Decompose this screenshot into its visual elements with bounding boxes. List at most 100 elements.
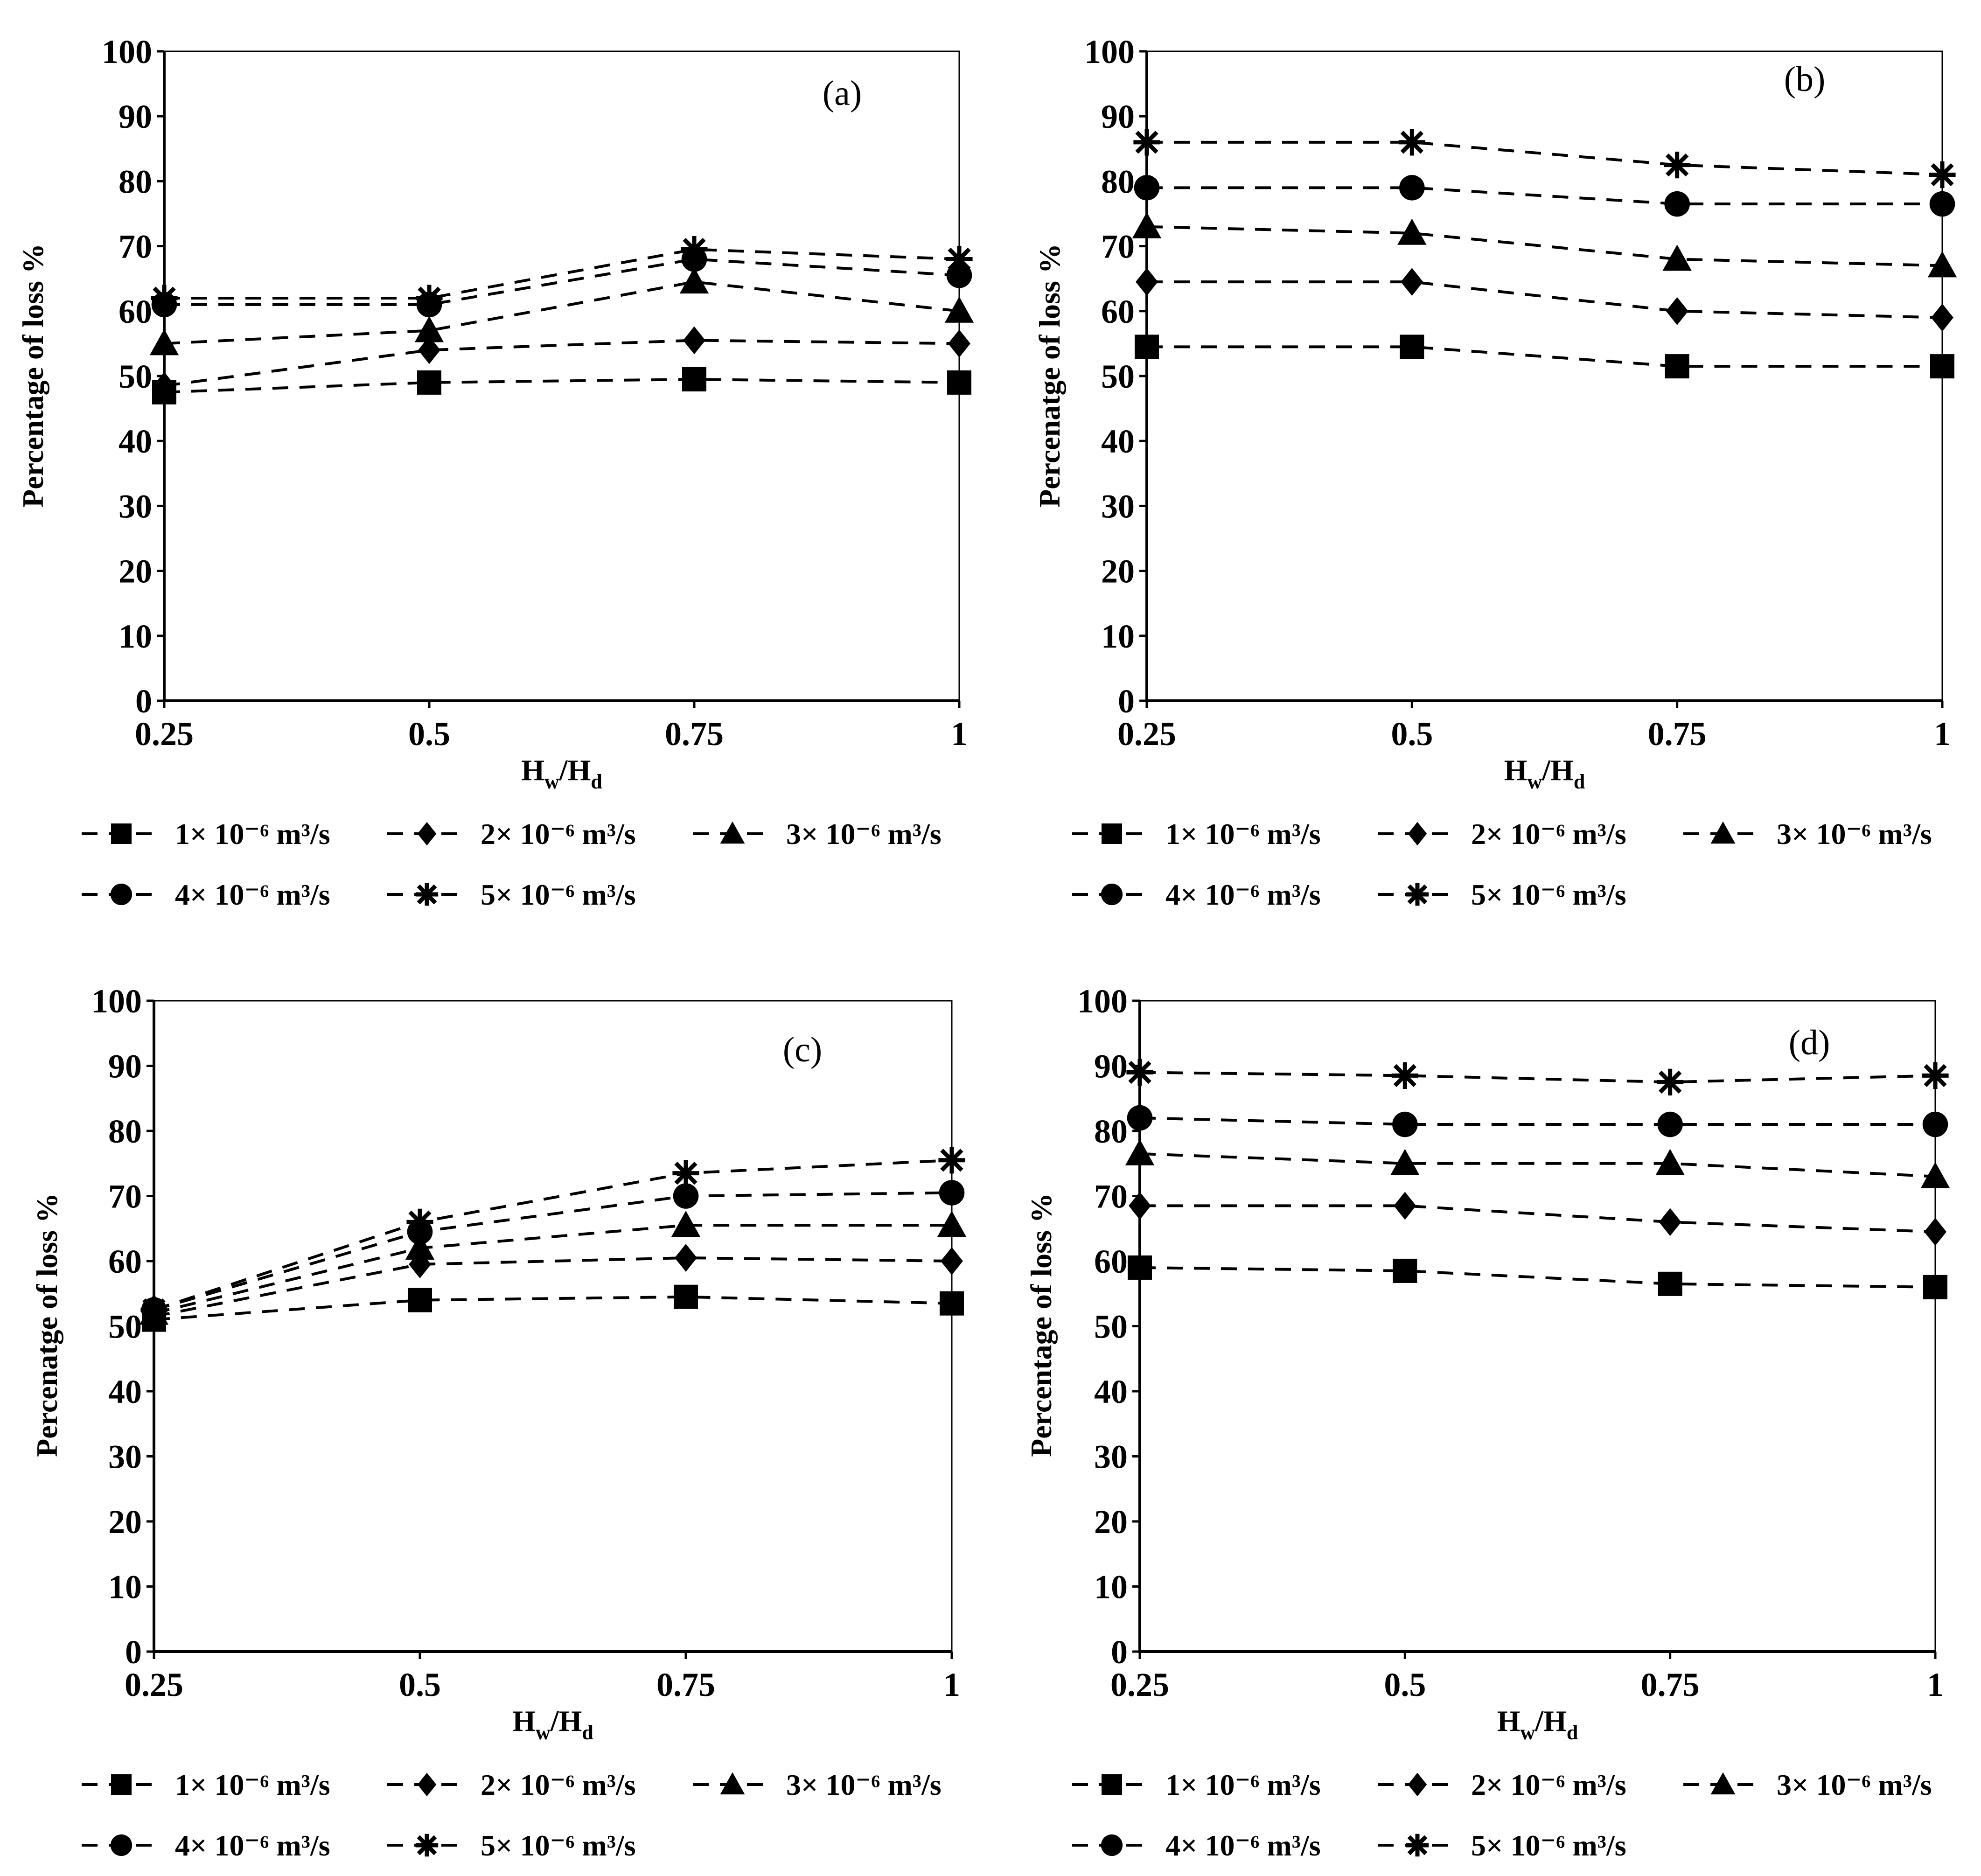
legend-marker-asterisk <box>1406 883 1429 906</box>
y-tick-label: 70 <box>1101 228 1135 265</box>
y-tick-label: 10 <box>108 1569 142 1606</box>
data-point-circle <box>946 262 972 288</box>
y-axis-title: Percentage of loss % <box>1025 1193 1058 1457</box>
data-point-square <box>1400 335 1424 359</box>
data-point-asterisk <box>1126 1059 1153 1086</box>
legend-marker-diamond <box>417 1772 437 1797</box>
y-tick-label: 20 <box>119 553 152 590</box>
y-tick-label: 90 <box>119 98 152 135</box>
legend-label: 2× 10⁻⁶ m³/s <box>481 817 636 851</box>
legend-label: 1× 10⁻⁶ m³/s <box>1165 817 1321 851</box>
data-point-diamond <box>1401 268 1423 296</box>
y-tick-label: 80 <box>119 163 152 200</box>
data-point-asterisk <box>1657 1068 1684 1095</box>
legend-marker-triangle <box>720 1772 745 1795</box>
legend-item-5: 5× 10⁻⁶ m³/s <box>1378 1829 1626 1862</box>
legend-item-5: 5× 10⁻⁶ m³/s <box>1378 878 1626 911</box>
data-point-circle <box>1929 191 1955 217</box>
y-tick-label: 30 <box>1094 1438 1128 1476</box>
y-tick-label: 0 <box>1111 1633 1128 1671</box>
legend-item-4: 4× 10⁻⁶ m³/s <box>1072 1829 1321 1862</box>
chart-panel-d: 0 10 20 30 40 50 60 70 80 90 100 0.25 0.5 0.75 1 Hw/Hd P… <box>1025 983 1950 1862</box>
data-point-square <box>947 370 971 395</box>
data-point-asterisk <box>681 236 708 263</box>
legend-label: 5× 10⁻⁶ m³/s <box>481 1829 636 1862</box>
data-point-square <box>1128 1255 1152 1280</box>
data-point-diamond <box>1931 303 1953 332</box>
series-line-3 <box>153 1224 952 1315</box>
legend-item-5: 5× 10⁻⁶ m³/s <box>387 1829 636 1862</box>
data-point-triangle <box>944 296 974 323</box>
data-point-triangle <box>1920 1162 1950 1188</box>
data-point-asterisk <box>672 1160 699 1187</box>
y-tick-label: 0 <box>125 1633 142 1671</box>
data-point-triangle <box>1655 1149 1685 1175</box>
legend-label: 4× 10⁻⁶ m³/s <box>1165 1829 1321 1862</box>
y-tick-label: 10 <box>1094 1569 1128 1606</box>
panel-label: (a) <box>823 74 862 113</box>
legend-item-4: 4× 10⁻⁶ m³/s <box>82 878 330 911</box>
chart-panel-b: 0 10 20 30 40 50 60 70 80 90 100 0.25 0.5 0.75 1 Hw/Hd P… <box>1033 33 1957 911</box>
legend-marker-circle <box>1101 883 1123 906</box>
legend-label: 1× 10⁻⁶ m³/s <box>175 817 330 851</box>
data-point-triangle <box>1662 244 1692 271</box>
x-tick-label: 0.25 <box>135 715 194 753</box>
data-point-square <box>1393 1258 1417 1283</box>
y-tick-label: 70 <box>108 1178 142 1215</box>
y-tick-label: 80 <box>108 1113 142 1150</box>
legend-label: 3× 10⁻⁶ m³/s <box>786 817 942 851</box>
legend-marker-diamond <box>417 822 437 846</box>
panel-label: (c) <box>783 1030 822 1069</box>
y-tick-label: 10 <box>119 618 152 655</box>
legend-marker-triangle <box>1710 821 1736 844</box>
y-tick-label: 60 <box>1101 293 1135 330</box>
data-point-triangle <box>149 329 179 356</box>
legend-marker-circle <box>1101 1834 1123 1856</box>
y-tick-label: 70 <box>119 228 152 265</box>
data-point-asterisk <box>946 245 973 273</box>
y-tick-label: 30 <box>108 1438 142 1476</box>
y-tick-label: 60 <box>119 293 152 330</box>
legend-label: 5× 10⁻⁶ m³/s <box>1471 878 1626 911</box>
legend-item-4: 4× 10⁻⁶ m³/s <box>82 1829 330 1862</box>
legend-item-1: 1× 10⁻⁶ m³/s <box>1072 817 1321 851</box>
legend-item-3: 3× 10⁻⁶ m³/s <box>693 817 942 851</box>
legend-item-1: 1× 10⁻⁶ m³/s <box>82 817 330 851</box>
legend-label: 5× 10⁻⁶ m³/s <box>481 878 636 911</box>
y-tick-label: 10 <box>1101 618 1135 655</box>
y-axis-title: Percenatge of loss % <box>1033 244 1066 508</box>
series-line-3 <box>164 280 960 345</box>
data-point-triangle <box>1390 1149 1420 1175</box>
data-point-square <box>1658 1271 1682 1296</box>
legend-marker-diamond <box>1408 1772 1427 1797</box>
legend-marker-asterisk <box>1406 1834 1429 1857</box>
series-line-4 <box>1147 186 1942 206</box>
data-point-circle <box>1657 1111 1683 1137</box>
data-point-diamond <box>941 1247 963 1275</box>
legend-marker-square <box>111 823 132 844</box>
legend-marker-circle <box>110 1834 133 1856</box>
legend-item-4: 4× 10⁻⁶ m³/s <box>1072 878 1321 911</box>
y-tick-label: 70 <box>1094 1178 1128 1215</box>
series-line-2 <box>153 1256 952 1318</box>
x-tick-label: 0.75 <box>1641 1666 1700 1703</box>
data-point-circle <box>1922 1111 1948 1137</box>
series-line-1 <box>1139 1266 1936 1289</box>
y-tick-label: 30 <box>1101 488 1135 525</box>
series-line-5 <box>1147 140 1943 176</box>
data-point-square <box>1923 1275 1947 1299</box>
data-point-asterisk <box>1133 129 1160 156</box>
legend-label: 3× 10⁻⁶ m³/s <box>1777 817 1932 851</box>
x-tick-label: 0.5 <box>399 1666 441 1703</box>
data-point-square <box>417 370 441 395</box>
data-point-asterisk <box>406 1208 433 1235</box>
data-point-triangle <box>937 1211 967 1237</box>
series-line-5 <box>164 248 960 300</box>
data-point-asterisk <box>151 285 178 312</box>
y-tick-label: 20 <box>1094 1503 1128 1541</box>
y-tick-label: 40 <box>1094 1373 1128 1410</box>
data-point-circle <box>673 1183 699 1209</box>
legend-marker-circle <box>110 883 133 906</box>
data-point-triangle <box>1927 251 1957 278</box>
data-point-diamond <box>1136 268 1158 296</box>
